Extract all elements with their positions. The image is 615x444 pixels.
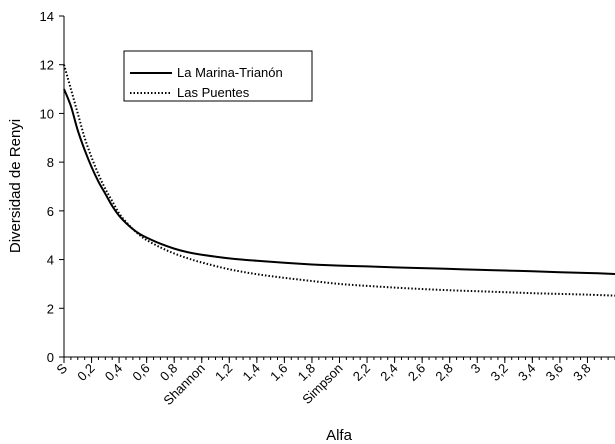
x-tick-label: 0,4 bbox=[102, 361, 125, 384]
x-tick-label: 1,2 bbox=[212, 361, 235, 384]
x-tick-label: 0,6 bbox=[129, 361, 152, 384]
y-tick-label: 6 bbox=[47, 204, 54, 219]
x-tick-label: 2,6 bbox=[405, 361, 428, 384]
y-tick-label: 4 bbox=[47, 253, 54, 268]
y-tick-label: 12 bbox=[40, 58, 54, 73]
series-layer bbox=[63, 64, 615, 297]
x-tick-label: 3,8 bbox=[570, 361, 593, 384]
y-tick-label: 10 bbox=[40, 106, 54, 121]
legend-label-las-puentes: Las Puentes bbox=[177, 85, 250, 100]
x-tick-label: 3,2 bbox=[488, 361, 511, 384]
y-axis-title: Diversidad de Renyi bbox=[7, 119, 24, 253]
x-tick-label: 3 bbox=[468, 361, 484, 377]
x-tick-label: S bbox=[53, 360, 70, 377]
x-tick-label: 3,6 bbox=[543, 361, 566, 384]
y-tick-label: 8 bbox=[47, 155, 54, 170]
legend: La Marina-Trianón Las Puentes bbox=[123, 50, 313, 102]
x-tick-label: 0,2 bbox=[74, 361, 97, 384]
x-tick-label: 1,6 bbox=[267, 361, 290, 384]
x-tick-label: 2,8 bbox=[432, 361, 455, 384]
y-tick-label: 2 bbox=[47, 301, 54, 316]
x-tick-label: 2,2 bbox=[350, 361, 373, 384]
legend-label-la-marina-trianon: La Marina-Trianón bbox=[177, 65, 283, 80]
series-line-las-puentes bbox=[63, 64, 615, 297]
y-axis: 0 2 4 6 8 10 12 14 bbox=[40, 9, 65, 365]
x-tick-label: 2,4 bbox=[377, 361, 400, 384]
x-axis-title: Alfa bbox=[326, 427, 353, 444]
x-tick-label: 3,4 bbox=[515, 361, 538, 384]
y-tick-label: 0 bbox=[47, 350, 54, 365]
y-tick-label: 14 bbox=[40, 9, 54, 24]
x-tick-label: 1,4 bbox=[240, 361, 263, 384]
series-line-la-marina-trianon bbox=[63, 88, 615, 275]
